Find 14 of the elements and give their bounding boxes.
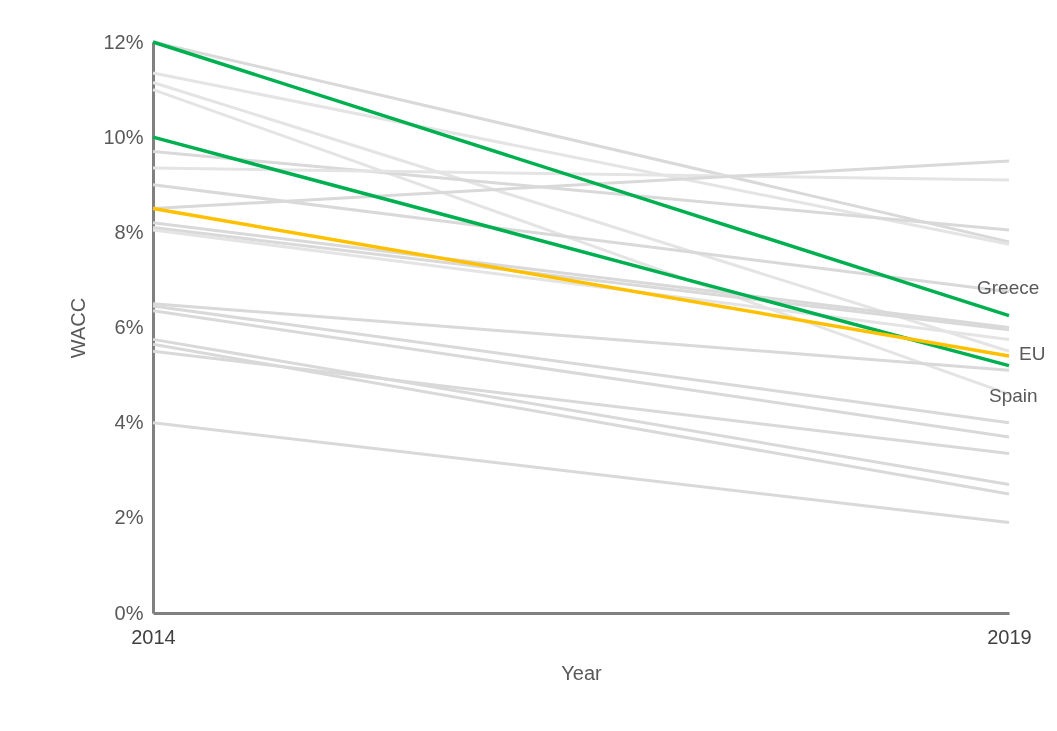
x-axis-title: Year [561,661,603,684]
series-label: Spain [989,384,1038,406]
y-tick-label: 8% [114,220,144,243]
y-tick-label: 12% [103,30,144,53]
y-tick-label: 6% [114,316,144,338]
y-tick-label: 10% [103,125,144,148]
x-tick-label: 2019 [987,625,1032,648]
y-tick-label: 4% [114,411,144,434]
series-label: EU [1019,343,1046,365]
series-label: Greece [977,276,1040,298]
y-axis-title: WACC [67,297,90,359]
y-tick-label: 2% [114,506,144,529]
y-tick-label: 0% [114,601,144,624]
x-tick-label: 2014 [131,625,176,648]
